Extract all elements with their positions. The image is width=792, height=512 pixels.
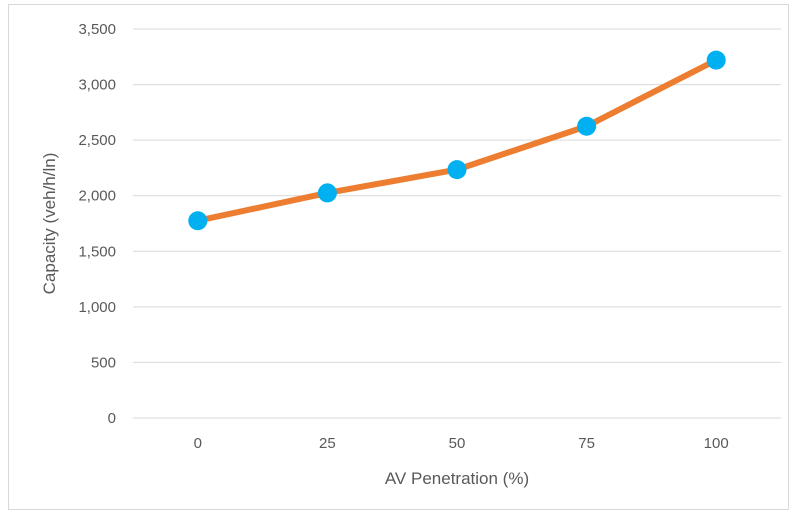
- data-point-marker: [317, 183, 337, 203]
- y-axis-tick-labels: 0 500 1,000 1,500 2,000 2,500 3,000 3,500: [78, 21, 116, 427]
- y-tick-label: 1,500: [78, 243, 116, 260]
- x-tick-label: 25: [319, 435, 336, 452]
- y-tick-label: 1,000: [78, 299, 116, 316]
- x-tick-label: 100: [704, 435, 729, 452]
- data-point-marker: [447, 160, 467, 180]
- series-layer: [188, 50, 726, 231]
- data-point-marker: [706, 50, 726, 70]
- y-tick-label: 3,000: [78, 77, 116, 94]
- y-axis-title: Capacity (veh/h/ln): [40, 153, 59, 295]
- x-tick-label: 0: [194, 435, 202, 452]
- y-tick-label: 3,500: [78, 21, 116, 38]
- y-tick-label: 2,000: [78, 188, 116, 205]
- y-tick-label: 500: [91, 354, 116, 371]
- x-axis-title: AV Penetration (%): [385, 469, 529, 488]
- data-point-marker: [188, 211, 208, 231]
- y-tick-label: 2,500: [78, 132, 116, 149]
- data-point-marker: [577, 116, 597, 136]
- x-tick-label: 50: [449, 435, 466, 452]
- gridlines: [133, 28, 781, 419]
- x-tick-label: 75: [578, 435, 595, 452]
- x-axis-tick-labels: 0 25 50 75 100: [194, 435, 729, 452]
- y-tick-label: 0: [108, 410, 116, 427]
